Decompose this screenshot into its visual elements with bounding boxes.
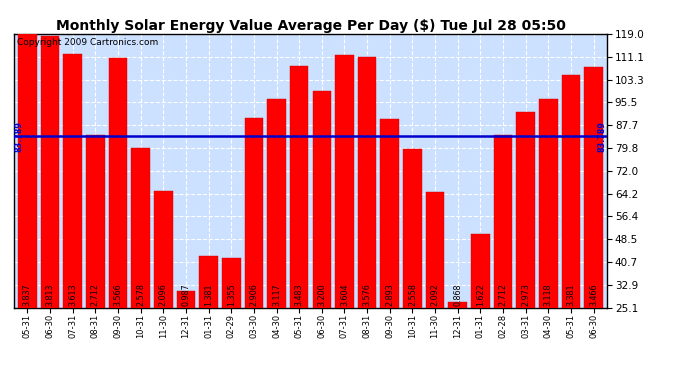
Bar — [18, 34, 37, 308]
Text: 0.987: 0.987 — [181, 283, 190, 306]
Text: 3.576: 3.576 — [363, 283, 372, 306]
Text: 3.613: 3.613 — [68, 284, 77, 306]
Title: Monthly Solar Energy Value Average Per Day ($) Tue Jul 28 05:50: Monthly Solar Energy Value Average Per D… — [56, 19, 565, 33]
Bar — [358, 57, 377, 308]
Text: 2.558: 2.558 — [408, 283, 417, 306]
Text: 2.712: 2.712 — [91, 283, 100, 306]
Text: 83.789: 83.789 — [597, 121, 606, 152]
Text: 2.906: 2.906 — [249, 283, 258, 306]
Bar — [244, 118, 263, 308]
Text: 1.355: 1.355 — [227, 283, 236, 306]
Text: 3.381: 3.381 — [566, 284, 575, 306]
Bar — [403, 149, 422, 308]
Text: 3.483: 3.483 — [295, 284, 304, 306]
Text: 1.381: 1.381 — [204, 284, 213, 306]
Bar — [313, 92, 331, 308]
Bar — [222, 258, 241, 308]
Bar — [109, 58, 127, 308]
Bar — [267, 99, 286, 308]
Bar — [494, 135, 512, 308]
Text: 3.200: 3.200 — [317, 284, 326, 306]
Text: 3.117: 3.117 — [272, 284, 281, 306]
Text: 2.096: 2.096 — [159, 283, 168, 306]
Bar — [448, 302, 467, 307]
Bar — [41, 36, 59, 308]
Bar — [584, 68, 603, 308]
Bar — [380, 119, 399, 308]
Bar — [562, 75, 580, 307]
Text: 3.566: 3.566 — [113, 284, 123, 306]
Text: 1.622: 1.622 — [476, 283, 485, 306]
Text: 2.712: 2.712 — [498, 283, 508, 306]
Text: 2.973: 2.973 — [521, 283, 530, 306]
Bar — [335, 55, 354, 308]
Bar — [516, 112, 535, 308]
Bar — [154, 191, 172, 308]
Text: 3.604: 3.604 — [340, 284, 349, 306]
Text: Copyright 2009 Cartronics.com: Copyright 2009 Cartronics.com — [17, 38, 158, 47]
Bar — [290, 66, 308, 308]
Text: 2.578: 2.578 — [136, 283, 145, 306]
Text: 0.868: 0.868 — [453, 284, 462, 306]
Text: 3.466: 3.466 — [589, 284, 598, 306]
Text: 83.789: 83.789 — [15, 121, 24, 152]
Bar — [86, 135, 105, 308]
Bar — [426, 192, 444, 308]
Text: 2.092: 2.092 — [431, 283, 440, 306]
Text: 2.893: 2.893 — [385, 283, 394, 306]
Bar — [63, 54, 82, 307]
Text: 3.813: 3.813 — [46, 284, 55, 306]
Bar — [177, 291, 195, 308]
Bar — [539, 99, 558, 308]
Bar — [131, 148, 150, 308]
Bar — [471, 234, 490, 308]
Text: 3.837: 3.837 — [23, 284, 32, 306]
Text: 3.118: 3.118 — [544, 284, 553, 306]
Bar — [199, 256, 218, 308]
